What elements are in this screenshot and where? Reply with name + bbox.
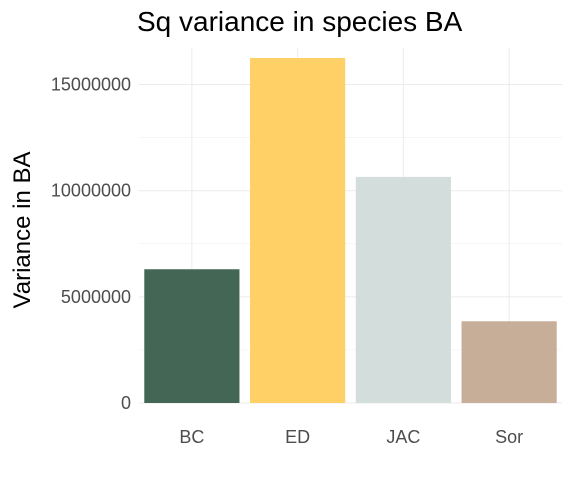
bar-jac [355,176,451,403]
chart-title: Sq variance in species BA [137,6,463,37]
x-tick-label: JAC [386,427,420,447]
y-tick-label: 5000000 [61,287,131,307]
x-tick-label: Sor [495,427,523,447]
y-axis-label: Variance in BA [9,152,36,309]
x-tick-label: ED [285,427,310,447]
bar-sor [461,321,557,403]
x-tick-labels: BC ED JAC Sor [179,427,523,447]
bars [144,58,557,403]
y-tick-label: 15000000 [51,75,131,95]
bar-bc [144,269,240,403]
bar-ed [250,58,346,403]
y-tick-labels: 0 5000000 10000000 15000000 [51,75,131,413]
y-tick-label: 0 [121,393,131,413]
x-tick-label: BC [179,427,204,447]
y-tick-label: 10000000 [51,181,131,201]
